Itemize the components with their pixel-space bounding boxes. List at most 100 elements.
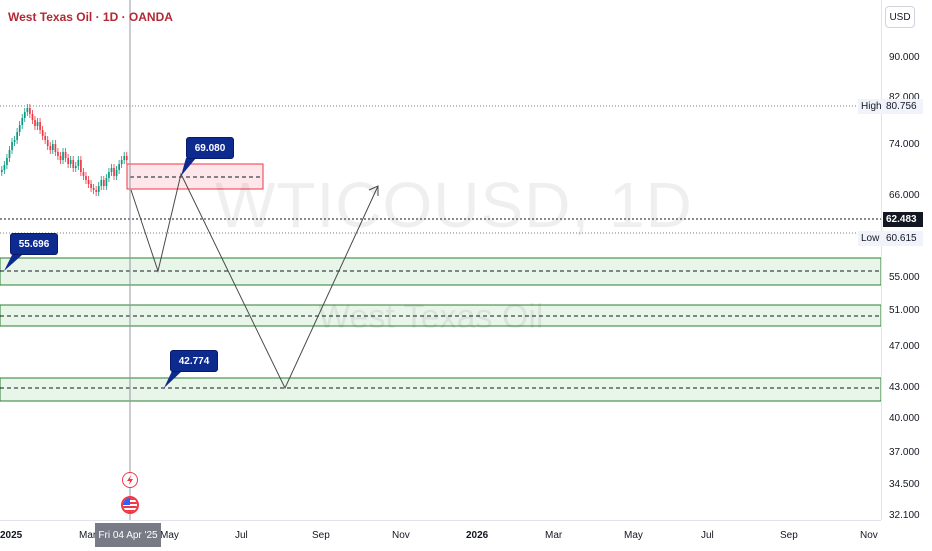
time-label: Sep [780, 530, 798, 541]
price-tick: 32.100 [889, 510, 920, 521]
candle-body [59, 156, 62, 160]
candle-body [18, 125, 21, 132]
candle-body [8, 150, 11, 158]
time-label: Mar [545, 530, 563, 541]
symbol-title[interactable]: West Texas Oil · 1D · OANDA [8, 10, 173, 24]
low-label-tag: Low [858, 231, 883, 246]
price-tick: 74.000 [889, 139, 920, 150]
candle-body [54, 144, 57, 152]
callout-pointer-42 [164, 371, 182, 388]
price-tick: 51.000 [889, 305, 920, 316]
lightning-icon[interactable] [122, 472, 138, 488]
candle-body [46, 140, 49, 146]
candle-body [41, 130, 44, 136]
watermark-name: West Texas Oil [318, 298, 544, 336]
candle-body [80, 160, 82, 172]
candle-body [6, 158, 8, 165]
candle-body [34, 120, 36, 126]
candle-body [92, 188, 95, 190]
price-tick: 34.500 [889, 479, 920, 490]
candle-body [95, 190, 98, 192]
candle-body [13, 140, 16, 142]
support-zone-1 [0, 257, 881, 286]
callout-42774[interactable]: 42.774 [170, 350, 218, 372]
time-label: 2025 [0, 530, 23, 541]
price-tick: 47.000 [889, 341, 920, 352]
candle-body [87, 180, 90, 184]
candle-body [44, 136, 47, 140]
high-label-tag: High [858, 99, 883, 114]
candle-body [49, 146, 52, 150]
candle-body [26, 108, 29, 112]
candle-body [85, 176, 87, 180]
candle-body [11, 142, 13, 150]
time-label: 2026 [466, 530, 489, 541]
time-label: Nov [392, 530, 410, 541]
candle-body [125, 156, 128, 160]
price-tick: 43.000 [889, 382, 920, 393]
price-tick: 82.000 [889, 92, 920, 103]
candle-body [97, 186, 100, 192]
time-label: Nov [860, 530, 878, 541]
price-scale[interactable] [881, 0, 932, 520]
high-value-tag: 80.756 [883, 99, 923, 114]
callout-pointer-55 [4, 255, 22, 271]
candle-body [64, 152, 67, 158]
candle-body [118, 164, 120, 170]
callout-pointer-69 [181, 158, 196, 176]
candle-body [69, 160, 72, 164]
candle-body [113, 168, 115, 176]
candle-body [120, 160, 123, 164]
watermark-ticker: WTICOUSD, 1D [215, 169, 693, 241]
candle-body [29, 108, 31, 114]
candle-body [100, 180, 103, 186]
crosshair-date-label: Fri 04 Apr '25 [95, 523, 161, 547]
time-label: May [160, 530, 179, 541]
candle-body [90, 184, 92, 188]
time-label: May [624, 530, 643, 541]
price-tick: 40.000 [889, 413, 920, 424]
candle-body [57, 152, 59, 156]
chart-area[interactable]: West Texas Oil · 1D · OANDA WTICOUSD, 1D… [0, 0, 881, 520]
candle-body [74, 166, 77, 168]
price-tick: 90.000 [889, 52, 920, 63]
time-label: Mar [79, 530, 97, 541]
candles [1, 104, 128, 196]
candle-body [21, 118, 24, 125]
us-flag-icon[interactable] [121, 496, 139, 514]
price-tick: 66.000 [889, 190, 920, 201]
candle-body [67, 158, 69, 164]
projection-arrowhead [368, 185, 379, 196]
projection-path [130, 172, 379, 390]
candle-body [23, 112, 26, 118]
callout-69080[interactable]: 69.080 [186, 137, 234, 159]
callout-55696[interactable]: 55.696 [10, 233, 58, 255]
candle-body [108, 172, 110, 178]
support-zone-3 [0, 377, 881, 402]
currency-button[interactable]: USD [885, 6, 915, 28]
candle-body [123, 156, 126, 160]
candle-body [36, 122, 39, 126]
time-label: Jul [235, 530, 248, 541]
candle-body [115, 170, 118, 176]
support-zone-2 [0, 304, 881, 327]
current-price-tag: 62.483 [883, 212, 923, 227]
time-label: Jul [701, 530, 714, 541]
candle-body [39, 122, 41, 130]
candle-body [16, 132, 18, 140]
candle-body [77, 160, 80, 166]
price-tick: 37.000 [889, 447, 920, 458]
chart-canvas[interactable] [0, 0, 881, 520]
candle-body [3, 165, 6, 170]
candle-body [52, 144, 54, 150]
candle-body [105, 178, 108, 186]
price-tick: 55.000 [889, 272, 920, 283]
candle-body [1, 170, 3, 172]
candle-body [103, 180, 105, 186]
candle-body [72, 160, 75, 168]
time-label: Sep [312, 530, 330, 541]
candle-body [82, 172, 85, 176]
candle-body [110, 168, 113, 172]
candle-body [31, 114, 34, 120]
candle-body [62, 152, 64, 160]
